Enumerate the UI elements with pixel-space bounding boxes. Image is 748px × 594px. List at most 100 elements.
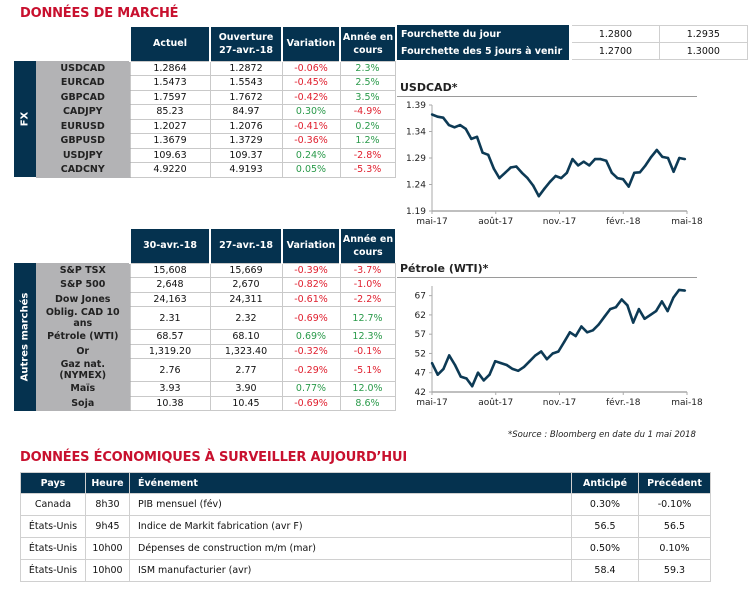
wti-chart: 42 47 52 57 62 67 mai-17 août-17 nov.-17 févr.-18… bbox=[415, 286, 703, 408]
data-point bbox=[666, 156, 670, 160]
table-row: Autres marchés S&P TSX 15,608 15,669 -0.39% -… bbox=[14, 262, 396, 411]
current-value: 85.23 bbox=[129, 104, 211, 120]
time: 10h00 bbox=[85, 537, 130, 560]
range-high: 1.2935 bbox=[658, 25, 748, 43]
change-value: -0.45% bbox=[281, 75, 341, 91]
change-value: 0.24% bbox=[281, 147, 341, 163]
data-point bbox=[610, 171, 613, 174]
data-point bbox=[436, 115, 439, 118]
col-header-change: Variation bbox=[282, 27, 341, 61]
data-point bbox=[476, 371, 480, 374]
change-value: -0.29% bbox=[281, 358, 341, 382]
data-point bbox=[599, 157, 602, 161]
table-row: USDJPY 109.63 109.37 0.24% -2.8% bbox=[14, 147, 396, 163]
data-point bbox=[453, 363, 457, 367]
previous: -0.10% bbox=[638, 493, 711, 516]
data-point bbox=[498, 176, 501, 180]
data-point bbox=[481, 151, 484, 154]
instrument-name: S&P 500 bbox=[36, 277, 130, 293]
col-header-country: Pays bbox=[20, 472, 86, 494]
ytd-value: 12.7% bbox=[339, 306, 396, 330]
data-point bbox=[511, 367, 514, 371]
data-point bbox=[626, 304, 629, 307]
table-row: GBPCAD 1.7597 1.7672 -0.42% 3.5% bbox=[14, 89, 396, 105]
current-value: 109.63 bbox=[129, 147, 211, 163]
table-row: CADJPY 85.23 84.97 0.30% -4.9% bbox=[14, 104, 396, 120]
col-header-ytd: Année en cours bbox=[340, 27, 395, 61]
data-point bbox=[568, 331, 572, 334]
instrument-name: EURCAD bbox=[36, 75, 130, 91]
open-value: 2.77 bbox=[209, 358, 283, 382]
table-row: Soja 10.38 10.45 -0.69% 8.6% bbox=[14, 395, 396, 411]
data-point bbox=[672, 296, 675, 299]
data-point bbox=[672, 170, 675, 173]
open-value: 1.7672 bbox=[209, 89, 283, 105]
data-point bbox=[638, 171, 642, 174]
col-header-time: Heure bbox=[85, 472, 130, 494]
change-value: 0.69% bbox=[281, 329, 341, 345]
y-tick-label: 1.19 bbox=[406, 207, 426, 217]
source-note: *Source : Bloomberg en date du 1 mai 201… bbox=[508, 430, 696, 440]
current-value: 1.2864 bbox=[129, 60, 211, 76]
ytd-value: -5.3% bbox=[339, 162, 396, 178]
table-row: CADCNY 4.9220 4.9193 0.05% -5.3% bbox=[14, 162, 396, 178]
chart-title-usdcad: USDCAD* bbox=[400, 81, 458, 94]
data-point bbox=[551, 352, 554, 355]
instrument-name: Dow Jones bbox=[36, 292, 130, 307]
ytd-value: 2.5% bbox=[339, 75, 396, 91]
other-markets-table: 30-avr.-18 27-avr.-18 Variation Année en… bbox=[14, 229, 396, 411]
change-value: 0.77% bbox=[281, 381, 341, 397]
data-point bbox=[503, 171, 507, 174]
current-value: 2,648 bbox=[129, 277, 211, 293]
data-point bbox=[447, 123, 451, 127]
data-point bbox=[505, 363, 508, 367]
data-point bbox=[649, 313, 652, 317]
table-row: S&P 500 2,648 2,670 -0.82% -1.0% bbox=[14, 277, 396, 293]
table-row: Gaz nat. (NYMEX) 2.76 2.77 -0.29% -5.1% bbox=[14, 358, 396, 382]
x-tick-label: nov.-17 bbox=[543, 217, 576, 227]
open-value: 68.10 bbox=[209, 329, 283, 345]
data-point bbox=[588, 164, 591, 167]
data-point bbox=[554, 174, 557, 178]
y-tick-label: 52 bbox=[415, 349, 426, 359]
range-table: Fourchette du jour 1.2800 1.2935 Fourche… bbox=[396, 25, 748, 60]
market-data-title: DONNÉES DE MARCHÉ bbox=[20, 6, 179, 21]
event: Dépenses de construction m/m (mar) bbox=[129, 537, 572, 560]
change-value: -0.61% bbox=[281, 291, 341, 307]
ytd-value: -4.9% bbox=[339, 104, 396, 120]
data-point bbox=[528, 360, 531, 363]
y-tick-label: 1.29 bbox=[406, 154, 426, 164]
data-point bbox=[488, 373, 491, 376]
open-value: 1,323.40 bbox=[209, 343, 283, 359]
range-row: Fourchette des 5 jours à venir 1.2700 1.… bbox=[396, 42, 748, 60]
data-point bbox=[499, 361, 503, 365]
time: 9h45 bbox=[85, 515, 130, 538]
table-row: EURUSD 1.2027 1.2076 -0.41% 0.2% bbox=[14, 118, 396, 134]
data-point bbox=[627, 185, 630, 188]
time: 8h30 bbox=[85, 493, 130, 516]
x-tick-label: août-17 bbox=[478, 398, 513, 408]
x-tick-label: févr.-18 bbox=[606, 397, 641, 408]
data-point bbox=[580, 325, 583, 328]
current-value: 24,163 bbox=[129, 291, 211, 307]
data-point bbox=[430, 113, 434, 116]
x-tick-label: févr.-18 bbox=[606, 216, 641, 227]
range-label: Fourchette des 5 jours à venir bbox=[396, 42, 573, 60]
instrument-name: GBPCAD bbox=[36, 90, 130, 105]
data-point bbox=[666, 309, 669, 313]
data-point bbox=[494, 360, 497, 363]
open-value: 1.2872 bbox=[209, 60, 283, 76]
data-point bbox=[620, 298, 623, 301]
change-value: -0.41% bbox=[281, 118, 341, 134]
data-point bbox=[459, 375, 462, 378]
current-value: 2.31 bbox=[129, 306, 211, 330]
section-band: FX bbox=[14, 61, 36, 177]
open-value: 1.5543 bbox=[209, 75, 283, 91]
data-point bbox=[678, 156, 681, 160]
country: États-Unis bbox=[20, 559, 86, 582]
expected: 0.50% bbox=[571, 537, 639, 560]
current-value: 15,608 bbox=[129, 262, 211, 278]
event: ISM manufacturier (avr) bbox=[129, 559, 572, 582]
instrument-name: Gaz nat. (NYMEX) bbox=[36, 358, 130, 382]
table-row: États-Unis 10h00 ISM manufacturier (avr) 58… bbox=[20, 559, 711, 582]
